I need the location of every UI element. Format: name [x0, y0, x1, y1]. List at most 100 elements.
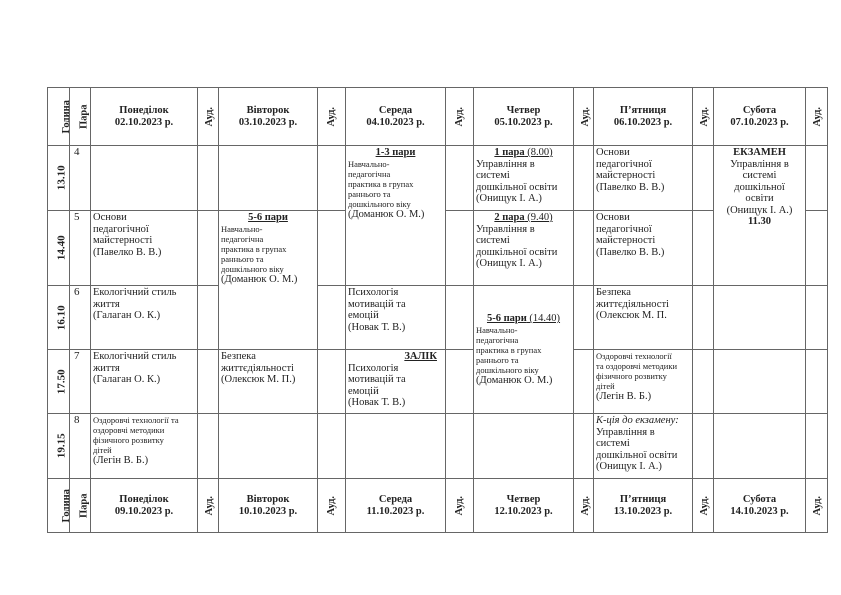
subject-line: практика в групах	[476, 344, 542, 355]
teacher-name: (Новак Т. В.)	[348, 397, 406, 408]
day-header: Середа 04.10.2023 р.	[345, 87, 446, 146]
day-header: Субота 07.10.2023 р.	[713, 87, 806, 146]
aud-header: Ауд.	[197, 87, 219, 146]
teacher-name: (Олексюк М. П.	[596, 310, 667, 321]
subject-line: Безпека	[596, 287, 631, 298]
day-name: Вівторок	[246, 105, 290, 116]
subject-line: дошкільного віку	[476, 364, 539, 375]
exam-time: 11.30	[747, 216, 772, 227]
subject-line: педагогічна	[476, 334, 519, 345]
class-cell: Оздоровчі технології та оздоровчі методик…	[593, 349, 693, 414]
class-cell	[713, 285, 806, 350]
bottom-header-row: Година Пара Понеділок 09.10.2023 р. Ауд. Вівт…	[47, 478, 828, 533]
aud-cell	[805, 285, 828, 350]
subject-line: системі	[742, 170, 777, 181]
subject-line: дошкільної освіти	[476, 246, 558, 258]
aud-header-label: Ауд.	[204, 495, 216, 516]
aud-cell	[573, 210, 594, 286]
subject-line: раннього та	[221, 253, 264, 264]
aud-header-label: Ауд.	[580, 495, 592, 516]
time-cell: 14.40	[47, 210, 70, 286]
aud-header: Ауд.	[805, 87, 828, 146]
subject-line: дошкільної	[734, 181, 785, 193]
teacher-name: (Павелко В. В.)	[596, 246, 665, 258]
subject-line: системі	[476, 170, 510, 181]
aud-cell	[445, 285, 474, 350]
day-name: Четвер	[506, 494, 541, 505]
time-cell: 17.50	[47, 349, 70, 414]
aud-cell	[197, 145, 219, 211]
aud-cell	[317, 413, 346, 479]
class-cell: 5-6 пари (14.40) Навчально-педагогічна пра…	[473, 285, 574, 414]
subject-line: системі	[596, 438, 630, 449]
day-date: 07.10.2023 р.	[730, 116, 789, 128]
subject-line: Основи	[596, 147, 630, 158]
pair-number: 4	[69, 145, 91, 211]
day-name: Середа	[378, 105, 413, 116]
class-cell: Екологічний стиль життя (Галаган О. К.)	[90, 285, 198, 350]
class-cell: Основи педагогічної майстерності (Павелко В…	[90, 210, 198, 286]
class-cell	[218, 145, 318, 211]
consultation-label: К-ція до екзамену:	[596, 415, 679, 426]
day-name: Середа	[378, 494, 413, 505]
class-cell	[713, 413, 806, 479]
class-cell: Безпека життєдіяльності (Олексюк М. П.)	[218, 349, 318, 414]
schedule-table: Година Пара Понеділок 02.10.2023 р. Ауд. Вівт…	[47, 87, 828, 533]
class-cell: Основи педагогічної майстерності (Павелко В…	[593, 210, 693, 286]
aud-cell	[445, 210, 474, 286]
class-heading: 5-6 пари	[248, 212, 288, 223]
teacher-name: (Онищук І. А.)	[596, 461, 662, 472]
teacher-name: (Легін В. Б.)	[93, 455, 149, 466]
aud-header-label: Ауд.	[325, 495, 337, 516]
subject-line: майстерності	[93, 235, 153, 246]
hour-header-label: Година	[60, 99, 70, 134]
aud-header: Ауд.	[445, 87, 474, 146]
time-slot-row: 14.40 5 Основи педагогічної майстерності (Пав…	[47, 210, 828, 350]
aud-cell	[445, 145, 474, 211]
subject-line: раннього та	[476, 354, 519, 365]
day-date: 14.10.2023 р.	[730, 505, 789, 517]
subject-line: життя	[93, 362, 120, 374]
aud-cell	[317, 349, 346, 414]
class-cell: Екологічний стиль життя (Галаган О. К.)	[90, 349, 198, 414]
subject-line: практика в групах	[221, 243, 287, 254]
aud-cell	[805, 210, 828, 286]
aud-cell	[692, 413, 714, 479]
time-slot-row: 16.10 6 Екологічний стиль життя (Галаган О. …	[47, 285, 828, 414]
time-slot-row: 19.15 8 Оздоровчі технології та оздоровчі м…	[47, 413, 828, 479]
pair-header-label: Пара	[78, 493, 90, 518]
aud-cell	[805, 413, 828, 479]
day-header: Вівторок 10.10.2023 р.	[218, 478, 318, 533]
subject-line: практика в групах	[348, 178, 414, 189]
time-cell: 13.10	[47, 145, 70, 211]
aud-header-label: Ауд.	[325, 106, 337, 127]
aud-header: Ауд.	[317, 87, 346, 146]
subject-line: життя	[93, 298, 120, 310]
time-cell: 16.10	[47, 285, 70, 350]
day-name: П’ятниця	[619, 105, 667, 116]
subject-line: фізичного розвитку	[596, 371, 667, 381]
aud-header-label: Ауд.	[453, 495, 465, 516]
subject-line: мотивацій та	[348, 298, 406, 310]
day-header: Понеділок 09.10.2023 р.	[90, 478, 198, 533]
aud-header-label: Ауд.	[580, 106, 592, 127]
pair-number: 5	[69, 210, 91, 286]
aud-cell	[805, 145, 828, 211]
time-label: 13.10	[55, 165, 68, 191]
aud-cell	[197, 285, 219, 350]
subject-line: емоцій	[348, 385, 379, 397]
day-header: Четвер 12.10.2023 р.	[473, 478, 574, 533]
time-slot-row: 17.50 7 Екологічний стиль життя (Галаган О. …	[47, 349, 828, 414]
aud-cell	[197, 210, 219, 286]
subject-line: педагогічна	[348, 168, 391, 179]
day-name: Четвер	[506, 105, 541, 116]
subject-line: педагогічної	[596, 223, 652, 235]
aud-cell	[692, 145, 714, 211]
class-cell	[90, 145, 198, 211]
subject-line: Психологія	[348, 287, 399, 298]
hour-header: Година	[47, 478, 70, 533]
class-heading: 5-6 пари (14.40)	[486, 313, 561, 324]
subject-line: дошкільного віку	[221, 263, 284, 274]
pair-number: 8	[69, 413, 91, 479]
subject-line: життєдіяльності	[596, 298, 669, 310]
